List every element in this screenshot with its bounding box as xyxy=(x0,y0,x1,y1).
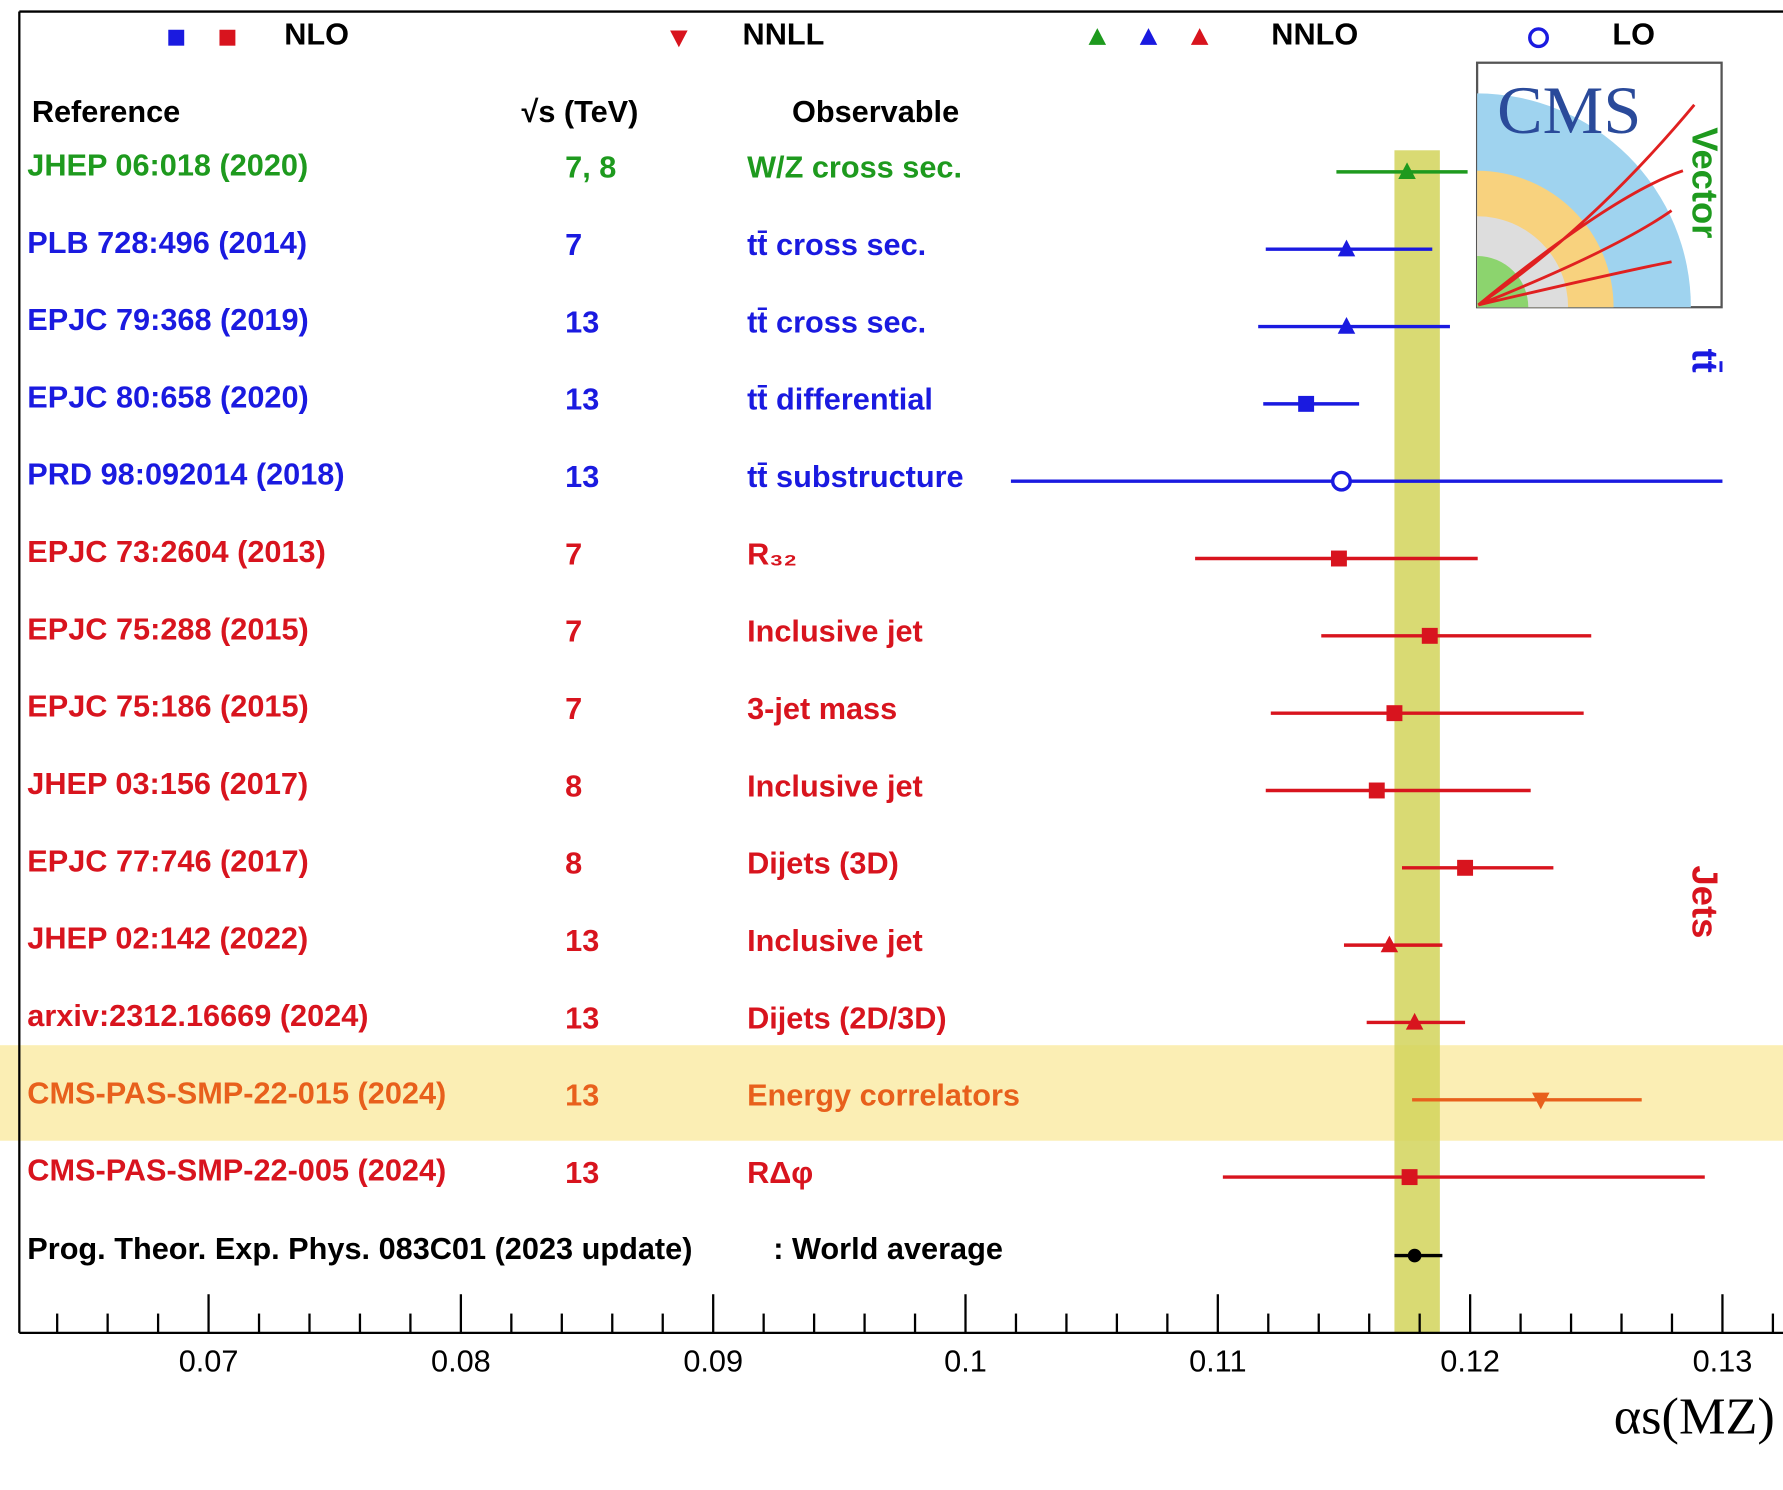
sqrt-s: 13 xyxy=(565,1078,599,1113)
marker-triangle xyxy=(1088,28,1107,45)
observable: tt̄ cross sec. xyxy=(747,304,926,339)
x-tick-label: 0.08 xyxy=(431,1344,491,1379)
marker-triangle xyxy=(1190,28,1209,45)
observable: tt̄ cross sec. xyxy=(747,227,926,262)
marker-square xyxy=(1457,859,1474,876)
sqrt-s: 13 xyxy=(565,459,599,494)
sqrt-s: 8 xyxy=(565,768,582,803)
column-header: Observable xyxy=(792,94,959,129)
background-layer xyxy=(0,150,1783,1333)
sqrt-s: 13 xyxy=(565,382,599,417)
observable: tt̄ substructure xyxy=(747,459,964,494)
reference: arxiv:2312.16669 (2024) xyxy=(27,998,368,1033)
marker-square xyxy=(1330,550,1347,567)
x-tick-label: 0.1 xyxy=(944,1344,987,1379)
marker-triangle xyxy=(1398,162,1416,180)
marker-triangle xyxy=(1380,935,1399,953)
reference: EPJC 73:2604 (2013) xyxy=(27,534,326,569)
sqrt-s: 7, 8 xyxy=(565,150,616,185)
marker-triangle xyxy=(1405,1012,1424,1030)
highlight-row xyxy=(0,1045,1783,1141)
reference: EPJC 80:658 (2020) xyxy=(27,379,308,414)
sqrt-s: 7 xyxy=(565,536,582,571)
group-label: tt̄ xyxy=(1685,349,1726,373)
marker-square xyxy=(1298,395,1315,412)
observable: 3-jet mass xyxy=(747,691,897,726)
sqrt-s: 7 xyxy=(565,691,582,726)
reference: JHEP 06:018 (2020) xyxy=(27,147,308,182)
marker-square xyxy=(1386,705,1403,722)
reference: CMS-PAS-SMP-22-005 (2024) xyxy=(27,1153,446,1188)
observable: Inclusive jet xyxy=(747,614,923,649)
sqrt-s: 13 xyxy=(565,1000,599,1035)
reference: PLB 728:496 (2014) xyxy=(27,225,307,260)
observable: RΔφ xyxy=(747,1155,813,1190)
observable: Inclusive jet xyxy=(747,923,923,958)
marker-square xyxy=(219,29,236,46)
observable: tt̄ differential xyxy=(747,382,933,417)
reference: EPJC 75:186 (2015) xyxy=(27,689,308,724)
observable: Inclusive jet xyxy=(747,768,923,803)
sqrt-s: 7 xyxy=(565,227,582,262)
world-average-reference: Prog. Theor. Exp. Phys. 083C01 (2023 upd… xyxy=(27,1231,692,1266)
x-axis-label: αs(MZ) xyxy=(1614,1388,1775,1446)
reference: EPJC 77:746 (2017) xyxy=(27,843,308,878)
legend-label: NNLL xyxy=(743,17,825,52)
reference: CMS-PAS-SMP-22-015 (2024) xyxy=(27,1075,446,1110)
observable: W/Z cross sec. xyxy=(747,150,962,185)
world-average-label: : World average xyxy=(773,1231,1003,1266)
x-tick-label: 0.11 xyxy=(1189,1344,1246,1379)
marker-square xyxy=(1368,782,1385,799)
observable: Dijets (3D) xyxy=(747,846,899,881)
marker-square xyxy=(1401,1169,1418,1186)
sqrt-s: 7 xyxy=(565,614,582,649)
column-header: Reference xyxy=(32,94,180,129)
cms-logo: CMS xyxy=(1475,61,1723,309)
marker-square xyxy=(1421,627,1438,644)
sqrt-s: 13 xyxy=(565,304,599,339)
reference: PRD 98:092014 (2018) xyxy=(27,457,344,492)
marker-down-triangle xyxy=(670,30,688,48)
observable: R₃₂ xyxy=(747,536,797,571)
marker-open-circle xyxy=(1330,470,1352,492)
x-tick-label: 0.12 xyxy=(1440,1344,1500,1379)
reference: JHEP 02:142 (2022) xyxy=(27,921,308,956)
sqrt-s: 13 xyxy=(565,1155,599,1190)
marker-open-circle xyxy=(1528,27,1549,49)
x-tick-label: 0.09 xyxy=(683,1344,743,1379)
marker-triangle xyxy=(1337,239,1356,257)
group-label: Vector xyxy=(1685,127,1726,238)
legend-label: NLO xyxy=(284,17,349,52)
x-tick-label: 0.07 xyxy=(179,1344,239,1379)
logo-text: CMS xyxy=(1497,72,1641,148)
sqrt-s: 8 xyxy=(565,846,582,881)
sqrt-s: 13 xyxy=(565,923,599,958)
reference: EPJC 75:288 (2015) xyxy=(27,611,308,646)
reference: JHEP 03:156 (2017) xyxy=(27,766,308,801)
observable: Energy correlators xyxy=(747,1078,1020,1113)
world-average-band xyxy=(1394,150,1440,1333)
marker-triangle xyxy=(1139,28,1158,45)
observable: Dijets (2D/3D) xyxy=(747,1000,947,1035)
group-label: Jets xyxy=(1685,866,1726,939)
reference: EPJC 79:368 (2019) xyxy=(27,302,308,337)
marker-square xyxy=(168,29,185,46)
legend-label: NNLO xyxy=(1271,17,1358,52)
legend-label: LO xyxy=(1612,17,1655,52)
column-header: √s (TeV) xyxy=(521,94,638,129)
marker-triangle xyxy=(1337,316,1356,334)
marker-down-triangle xyxy=(1532,1092,1550,1110)
marker-dot xyxy=(1407,1248,1422,1263)
logo-tracks xyxy=(1477,103,1696,307)
x-tick-label: 0.13 xyxy=(1693,1344,1753,1379)
